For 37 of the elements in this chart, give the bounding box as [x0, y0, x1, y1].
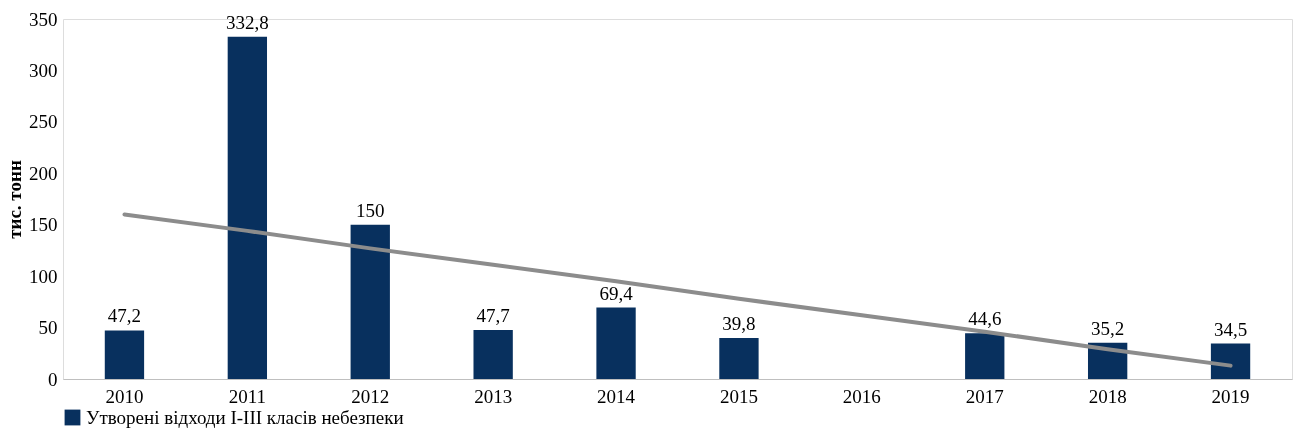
- x-tick-label: 2017: [965, 385, 1004, 407]
- x-tick-label: 2019: [1211, 385, 1250, 407]
- x-tick-label: 2014: [597, 385, 636, 407]
- data-label: 47,7: [476, 304, 510, 326]
- y-tick-label: 350: [29, 8, 58, 30]
- data-label: 69,4: [599, 282, 634, 304]
- x-tick-label: 2010: [105, 385, 144, 407]
- x-tick-label: 2018: [1088, 385, 1127, 407]
- x-tick-label: 2012: [351, 385, 390, 407]
- y-tick-label: 50: [38, 317, 58, 339]
- y-tick-label: 200: [29, 162, 58, 184]
- data-label: 39,8: [722, 313, 756, 335]
- data-label: 35,2: [1091, 317, 1125, 339]
- data-label: 150: [356, 199, 385, 221]
- bar: [473, 329, 513, 379]
- x-tick-label: 2016: [842, 385, 881, 407]
- data-label: 332,8: [225, 11, 269, 33]
- bar: [719, 338, 759, 379]
- y-tick-label: 250: [29, 111, 58, 133]
- x-tick-label: 2013: [474, 385, 513, 407]
- bar: [350, 224, 390, 379]
- legend-label: Утворені відходи І-ІІІ класів небезпеки: [86, 406, 404, 428]
- y-tick-label: 300: [29, 59, 58, 81]
- y-tick-label: 150: [29, 214, 58, 236]
- data-label: 34,5: [1213, 318, 1248, 340]
- y-tick-label: 100: [29, 265, 58, 287]
- y-tick-label: 0: [48, 368, 58, 390]
- bar: [227, 36, 268, 379]
- bar: [104, 330, 145, 379]
- bar: [1210, 343, 1251, 379]
- data-label: 47,2: [107, 305, 142, 327]
- data-label: 44,6: [968, 308, 1002, 330]
- x-tick-label: 2011: [228, 385, 266, 407]
- bar: [596, 307, 636, 379]
- x-tick-label: 2015: [719, 385, 758, 407]
- y-axis-title: тис. тонн: [4, 160, 25, 239]
- bar: [965, 333, 1005, 379]
